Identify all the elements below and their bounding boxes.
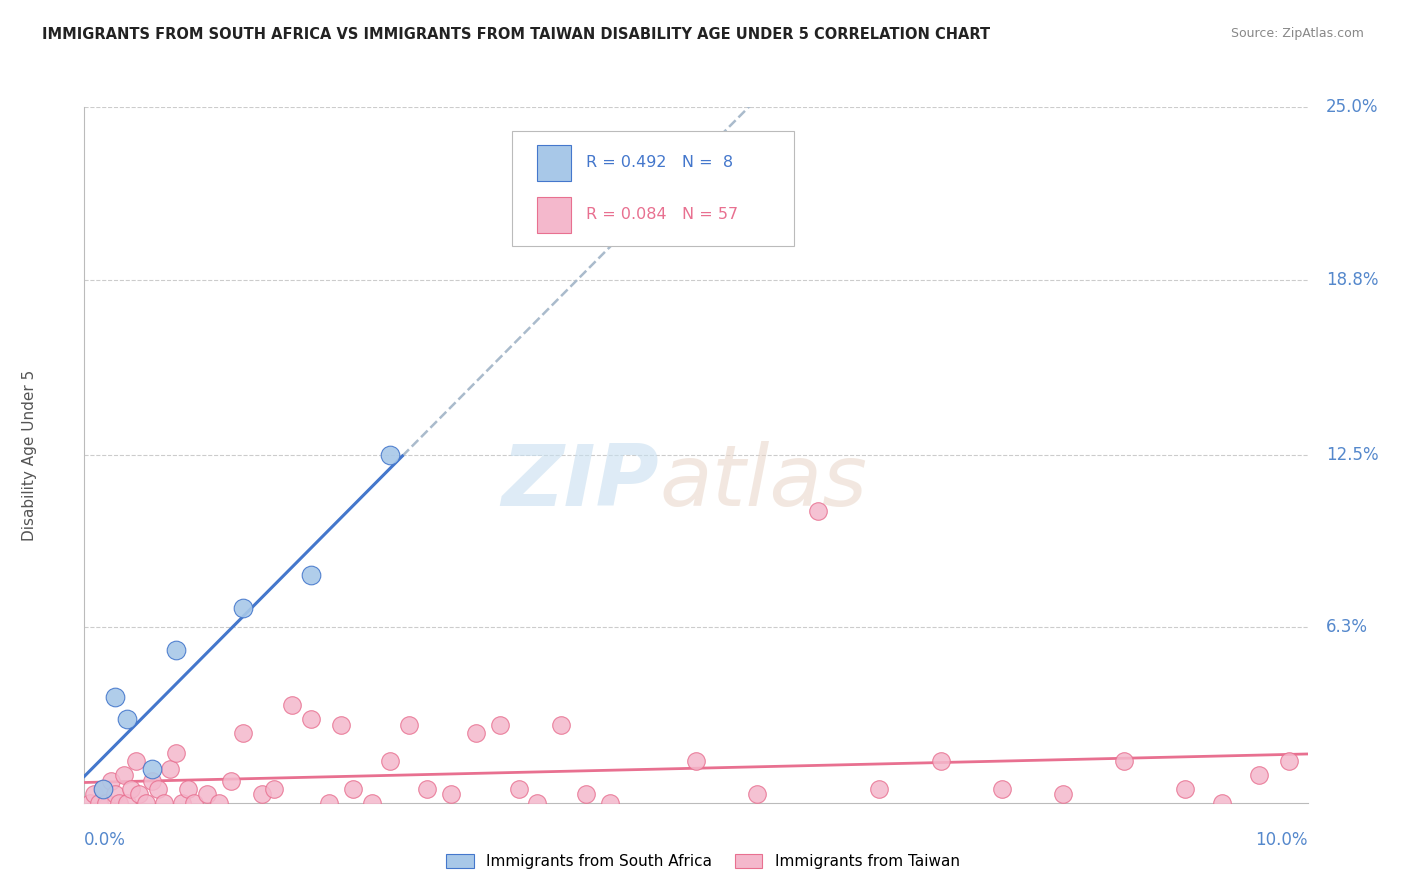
- Point: [869, 781, 891, 796]
- Point: [318, 796, 340, 810]
- Text: Source: ZipAtlas.com: Source: ZipAtlas.com: [1230, 27, 1364, 40]
- Point: [183, 796, 205, 810]
- Text: 18.8%: 18.8%: [1326, 270, 1378, 289]
- Point: [208, 796, 231, 810]
- FancyBboxPatch shape: [537, 197, 571, 233]
- Point: [1174, 781, 1197, 796]
- Point: [141, 773, 163, 788]
- Point: [219, 773, 242, 788]
- Point: [1052, 788, 1074, 802]
- Point: [91, 781, 114, 796]
- Point: [745, 788, 768, 802]
- Point: [165, 746, 187, 760]
- Point: [104, 788, 127, 802]
- Text: Disability Age Under 5: Disability Age Under 5: [22, 369, 37, 541]
- Point: [83, 788, 105, 802]
- Point: [115, 796, 138, 810]
- Point: [1211, 796, 1233, 810]
- Point: [342, 781, 364, 796]
- Text: 6.3%: 6.3%: [1326, 618, 1368, 637]
- FancyBboxPatch shape: [512, 131, 794, 246]
- Point: [263, 781, 285, 796]
- Point: [146, 781, 169, 796]
- Point: [125, 754, 148, 768]
- Point: [380, 754, 402, 768]
- Point: [360, 796, 382, 810]
- Point: [107, 796, 129, 810]
- Point: [526, 796, 548, 810]
- Point: [575, 788, 598, 802]
- Point: [489, 718, 512, 732]
- Point: [550, 718, 572, 732]
- Text: 12.5%: 12.5%: [1326, 446, 1378, 464]
- Point: [330, 718, 353, 732]
- Point: [177, 781, 200, 796]
- Point: [398, 718, 420, 732]
- Point: [1247, 768, 1270, 782]
- Point: [250, 788, 273, 802]
- Point: [440, 788, 463, 802]
- Point: [165, 642, 187, 657]
- Point: [120, 781, 142, 796]
- Point: [1278, 754, 1301, 768]
- Point: [172, 796, 194, 810]
- Legend: Immigrants from South Africa, Immigrants from Taiwan: Immigrants from South Africa, Immigrants…: [440, 847, 966, 875]
- Point: [232, 601, 254, 615]
- Point: [115, 712, 138, 726]
- Point: [599, 796, 621, 810]
- Point: [1114, 754, 1136, 768]
- Text: R = 0.084   N = 57: R = 0.084 N = 57: [586, 207, 738, 222]
- Text: atlas: atlas: [659, 442, 868, 524]
- Point: [153, 796, 176, 810]
- Point: [299, 567, 322, 582]
- Point: [195, 788, 218, 802]
- Point: [281, 698, 304, 713]
- Point: [91, 781, 114, 796]
- Point: [159, 763, 181, 777]
- Point: [990, 781, 1012, 796]
- Point: [104, 690, 127, 704]
- Point: [464, 726, 486, 740]
- Point: [232, 726, 254, 740]
- Point: [135, 796, 157, 810]
- Point: [416, 781, 439, 796]
- Point: [96, 796, 118, 810]
- Point: [807, 503, 830, 517]
- Point: [685, 754, 707, 768]
- Point: [929, 754, 952, 768]
- Point: [112, 768, 135, 782]
- Point: [141, 763, 163, 777]
- Point: [87, 796, 110, 810]
- Point: [299, 712, 322, 726]
- Point: [79, 796, 101, 810]
- Text: 25.0%: 25.0%: [1326, 98, 1378, 116]
- Text: 10.0%: 10.0%: [1256, 830, 1308, 848]
- Text: ZIP: ZIP: [502, 442, 659, 524]
- Text: IMMIGRANTS FROM SOUTH AFRICA VS IMMIGRANTS FROM TAIWAN DISABILITY AGE UNDER 5 CO: IMMIGRANTS FROM SOUTH AFRICA VS IMMIGRAN…: [42, 27, 990, 42]
- Point: [100, 773, 122, 788]
- Point: [508, 781, 530, 796]
- Point: [380, 448, 402, 462]
- Text: R = 0.492   N =  8: R = 0.492 N = 8: [586, 155, 733, 170]
- Point: [128, 788, 150, 802]
- Text: 0.0%: 0.0%: [84, 830, 127, 848]
- FancyBboxPatch shape: [537, 145, 571, 181]
